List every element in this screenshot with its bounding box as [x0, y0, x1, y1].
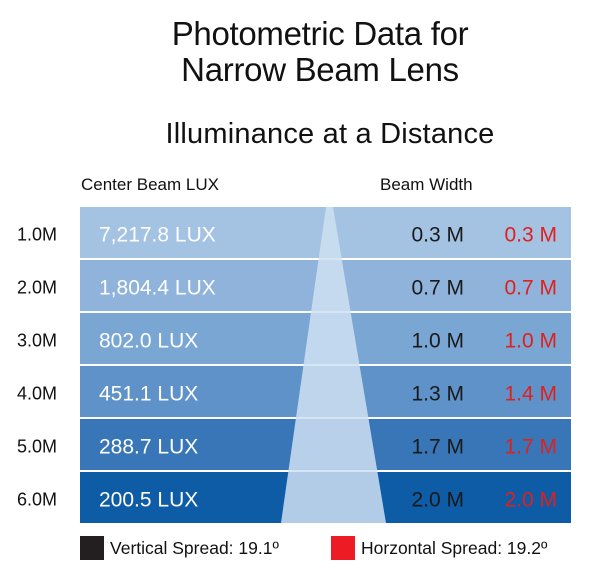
center-beam-lux: 802.0 LUX [99, 330, 198, 353]
beam-width-horizontal: 1.7 M [504, 436, 557, 459]
beam-width-vertical: 2.0 M [411, 489, 464, 512]
distance-label: 5.0M [17, 437, 57, 457]
chart-title-line-2: Narrow Beam Lens [181, 51, 459, 88]
center-beam-lux: 1,804.4 LUX [99, 277, 216, 300]
beam-width-horizontal: 0.7 M [504, 277, 557, 300]
center-beam-lux: 288.7 LUX [99, 436, 198, 459]
distance-label: 4.0M [17, 384, 57, 404]
beam-width-vertical: 1.7 M [411, 436, 464, 459]
beam-width-horizontal: 1.0 M [504, 330, 557, 353]
beam-width-vertical: 0.3 M [411, 224, 464, 247]
legend-label-horizontal: Horzontal Spread: 19.2º [361, 537, 548, 558]
beam-shape [281, 207, 386, 523]
center-beam-lux: 7,217.8 LUX [99, 224, 216, 247]
column-header-beam-width: Beam Width [380, 175, 473, 194]
legend-label-vertical: Vertical Spread: 19.1º [110, 537, 279, 558]
beam-width-horizontal: 2.0 M [504, 489, 557, 512]
chart-subtitle: Illuminance at a Distance [165, 118, 495, 150]
beam-width-vertical: 1.0 M [411, 330, 464, 353]
center-beam-lux: 451.1 LUX [99, 383, 198, 406]
beam-width-vertical: 1.3 M [411, 383, 464, 406]
legend-swatch-horizontal [331, 536, 355, 560]
legend-swatch-vertical [80, 536, 104, 560]
legend-item-horizontal: Horzontal Spread: 19.2º [331, 536, 547, 560]
legend-item-vertical: Vertical Spread: 19.1º [80, 536, 279, 560]
chart-title: Photometric Data for Narrow Beam Lens [0, 16, 600, 88]
distance-label: 2.0M [17, 278, 57, 298]
chart-title-line-1: Photometric Data for [171, 15, 469, 52]
distance-label: 6.0M [17, 490, 57, 510]
column-header-lux: Center Beam LUX [81, 175, 219, 194]
center-beam-lux: 200.5 LUX [99, 489, 198, 512]
distance-label: 3.0M [17, 331, 57, 351]
beam-width-horizontal: 0.3 M [504, 224, 557, 247]
beam-width-vertical: 0.7 M [411, 277, 464, 300]
distance-label: 1.0M [17, 225, 57, 245]
beam-width-horizontal: 1.4 M [504, 383, 557, 406]
